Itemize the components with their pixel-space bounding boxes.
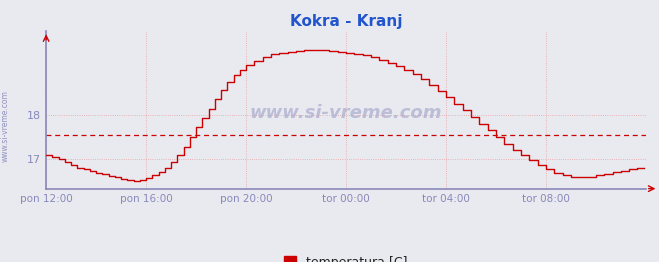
Legend: temperatura [C]: temperatura [C] [279, 250, 413, 262]
Text: www.si-vreme.com: www.si-vreme.com [250, 104, 442, 122]
Title: Kokra - Kranj: Kokra - Kranj [290, 14, 402, 29]
Text: www.si-vreme.com: www.si-vreme.com [1, 90, 10, 162]
